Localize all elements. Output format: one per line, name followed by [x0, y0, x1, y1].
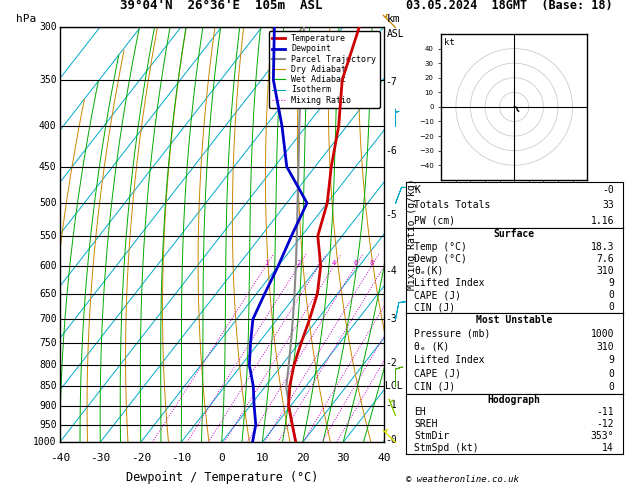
Text: Most Unstable: Most Unstable: [476, 315, 552, 325]
Text: 400: 400: [39, 121, 57, 131]
Text: -40: -40: [50, 452, 70, 463]
Text: -2: -2: [386, 358, 397, 368]
Text: 353°: 353°: [591, 431, 614, 441]
Text: 10: 10: [255, 452, 269, 463]
Text: 20: 20: [296, 452, 309, 463]
Text: Lifted Index: Lifted Index: [415, 278, 485, 288]
Text: 0: 0: [608, 382, 614, 392]
Text: -0: -0: [603, 185, 614, 195]
Text: 310: 310: [596, 342, 614, 352]
Text: 500: 500: [39, 198, 57, 208]
Text: 350: 350: [39, 75, 57, 85]
Text: EH: EH: [415, 407, 426, 417]
Text: 1000: 1000: [33, 437, 57, 447]
Text: -10: -10: [171, 452, 191, 463]
Text: StmDir: StmDir: [415, 431, 450, 441]
Text: -1: -1: [386, 400, 397, 410]
Text: Mixing Ratio (g/kg): Mixing Ratio (g/kg): [407, 179, 417, 290]
Text: hPa: hPa: [16, 14, 36, 24]
Text: K: K: [415, 185, 420, 195]
Text: 40: 40: [377, 452, 391, 463]
Text: θₑ (K): θₑ (K): [415, 342, 450, 352]
Text: 450: 450: [39, 162, 57, 172]
Text: -12: -12: [596, 419, 614, 429]
Text: 4: 4: [331, 260, 336, 266]
Text: 310: 310: [596, 266, 614, 276]
Text: Dewpoint / Temperature (°C): Dewpoint / Temperature (°C): [126, 471, 318, 485]
Text: 8: 8: [369, 260, 374, 266]
Text: 39°04'N  26°36'E  105m  ASL: 39°04'N 26°36'E 105m ASL: [121, 0, 323, 12]
Text: -30: -30: [90, 452, 110, 463]
Text: 1000: 1000: [591, 329, 614, 339]
Text: 950: 950: [39, 419, 57, 430]
Text: © weatheronline.co.uk: © weatheronline.co.uk: [406, 474, 518, 484]
Text: 0: 0: [608, 290, 614, 300]
Text: 300: 300: [39, 22, 57, 32]
Text: -11: -11: [596, 407, 614, 417]
Text: 9: 9: [608, 278, 614, 288]
Text: 18.3: 18.3: [591, 242, 614, 252]
Text: 650: 650: [39, 289, 57, 298]
Text: 0: 0: [608, 302, 614, 312]
Text: Totals Totals: Totals Totals: [415, 200, 491, 210]
Text: 6: 6: [353, 260, 358, 266]
Text: 700: 700: [39, 314, 57, 324]
Text: 900: 900: [39, 401, 57, 411]
Text: PW (cm): PW (cm): [415, 216, 455, 226]
Text: kt: kt: [444, 38, 455, 48]
Text: -20: -20: [131, 452, 151, 463]
Legend: Temperature, Dewpoint, Parcel Trajectory, Dry Adiabat, Wet Adiabat, Isotherm, Mi: Temperature, Dewpoint, Parcel Trajectory…: [269, 31, 379, 108]
Text: 33: 33: [603, 200, 614, 210]
Text: CAPE (J): CAPE (J): [415, 368, 462, 379]
Text: 550: 550: [39, 231, 57, 241]
Text: 850: 850: [39, 381, 57, 391]
Text: 30: 30: [337, 452, 350, 463]
Text: 600: 600: [39, 261, 57, 271]
Text: 14: 14: [603, 443, 614, 453]
Text: 2: 2: [296, 260, 301, 266]
Text: Temp (°C): Temp (°C): [415, 242, 467, 252]
Text: ASL: ASL: [387, 29, 404, 39]
Text: 800: 800: [39, 360, 57, 370]
Text: CIN (J): CIN (J): [415, 382, 455, 392]
Text: CAPE (J): CAPE (J): [415, 290, 462, 300]
Text: -3: -3: [386, 314, 397, 324]
Text: Lifted Index: Lifted Index: [415, 355, 485, 365]
Text: Dewp (°C): Dewp (°C): [415, 254, 467, 264]
Text: CIN (J): CIN (J): [415, 302, 455, 312]
Text: -6: -6: [386, 146, 397, 156]
Text: θₑ(K): θₑ(K): [415, 266, 444, 276]
Text: Pressure (mb): Pressure (mb): [415, 329, 491, 339]
Text: 1.16: 1.16: [591, 216, 614, 226]
Text: 0: 0: [608, 368, 614, 379]
Text: 7.6: 7.6: [596, 254, 614, 264]
Text: -4: -4: [386, 265, 397, 276]
Text: LCL: LCL: [386, 381, 403, 391]
Text: km: km: [387, 14, 400, 24]
Text: 3: 3: [317, 260, 321, 266]
Text: 03.05.2024  18GMT  (Base: 18): 03.05.2024 18GMT (Base: 18): [406, 0, 612, 12]
Text: Surface: Surface: [494, 229, 535, 240]
Text: 750: 750: [39, 338, 57, 348]
Text: SREH: SREH: [415, 419, 438, 429]
Text: -5: -5: [386, 209, 397, 220]
Text: 0: 0: [218, 452, 225, 463]
Text: StmSpd (kt): StmSpd (kt): [415, 443, 479, 453]
Text: -7: -7: [386, 77, 397, 87]
Text: -0: -0: [386, 435, 397, 445]
Text: 9: 9: [608, 355, 614, 365]
Text: Hodograph: Hodograph: [487, 395, 541, 405]
Text: 1: 1: [264, 260, 268, 266]
